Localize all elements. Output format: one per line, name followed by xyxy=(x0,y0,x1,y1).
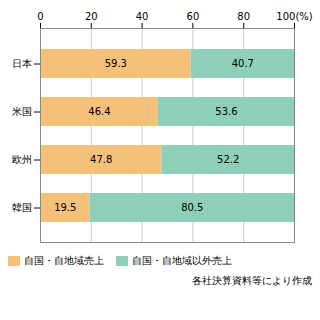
html-text:自国・自地域以外売上: 自国・自地域以外売上 xyxy=(132,255,232,266)
svg-text:47.8: 47.8 xyxy=(90,154,112,165)
svg-text:80.5: 80.5 xyxy=(181,202,203,213)
svg-text:19.5: 19.5 xyxy=(54,202,76,213)
svg-text:欧州: 欧州 xyxy=(12,154,32,165)
svg-text:80: 80 xyxy=(237,11,250,22)
svg-text:40: 40 xyxy=(136,11,149,22)
svg-text:60: 60 xyxy=(187,11,200,22)
svg-text:46.4: 46.4 xyxy=(88,106,110,117)
svg-text:20: 20 xyxy=(85,11,98,22)
svg-text:0: 0 xyxy=(37,11,43,22)
svg-text:米国: 米国 xyxy=(12,106,32,117)
svg-text:韓国: 韓国 xyxy=(12,202,32,213)
svg-text:59.3: 59.3 xyxy=(105,58,127,69)
svg-text:40.7: 40.7 xyxy=(232,58,254,69)
svg-text:52.2: 52.2 xyxy=(217,154,239,165)
svg-text:100(%): 100(%) xyxy=(276,11,312,22)
html-text:各社決算資料等により作成: 各社決算資料等により作成 xyxy=(192,275,312,286)
svg-text:53.6: 53.6 xyxy=(215,106,237,117)
svg-text:日本: 日本 xyxy=(12,58,32,69)
html-text:自国・自地域売上: 自国・自地域売上 xyxy=(24,255,104,266)
